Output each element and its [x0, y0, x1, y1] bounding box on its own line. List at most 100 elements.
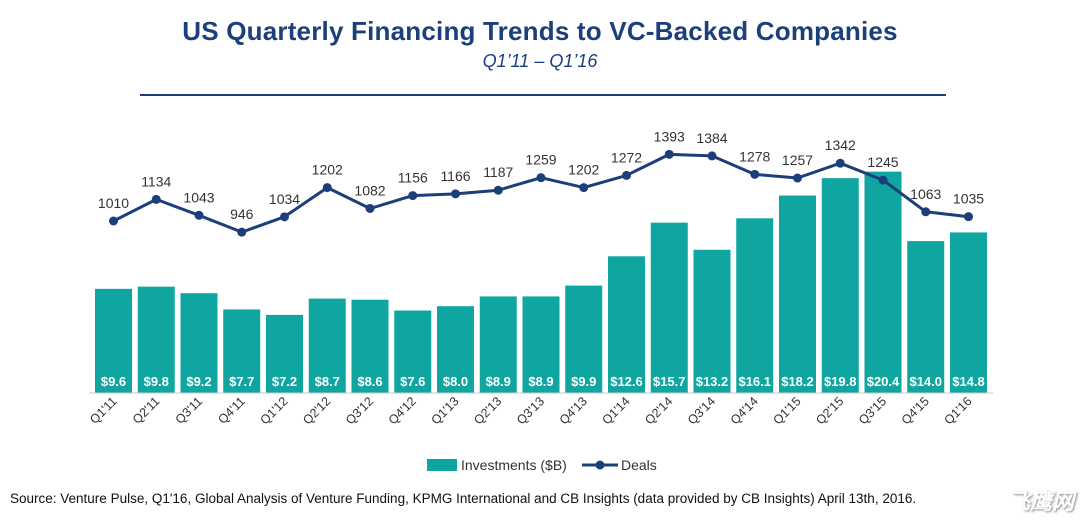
x-tick-label: Q3'12 — [343, 394, 376, 427]
bar-value-label: $9.6 — [101, 374, 126, 389]
deals-value-label: 1010 — [98, 195, 129, 211]
deals-point — [835, 158, 845, 168]
deals-value-label: 1257 — [782, 152, 813, 168]
deals-value-label: 1393 — [654, 128, 685, 144]
x-tick-label: Q2'12 — [300, 394, 333, 427]
bar-value-label: $16.1 — [738, 374, 771, 389]
deals-value-label: 1156 — [398, 170, 428, 186]
x-tick-label: Q1'13 — [428, 394, 461, 427]
x-tick-label: Q1'11 — [87, 394, 120, 427]
x-tick-label: Q2'11 — [130, 394, 163, 427]
financing-chart: $9.6 $9.8 $9.2 $7.7 $7.2 $8.7 $8.6 $7.6 $8.0 $8.9… — [87, 128, 993, 473]
bar-value-label: $15.7 — [653, 374, 686, 389]
bar-investment-6 — [351, 299, 389, 393]
deals-value-label: 1202 — [568, 162, 599, 178]
deals-value-label: 1166 — [440, 168, 470, 184]
bar-investment-8 — [437, 306, 474, 393]
bar-investment-11 — [565, 285, 603, 393]
x-tick-label: Q2'13 — [471, 394, 504, 427]
bar-value-label: $9.8 — [144, 374, 169, 389]
bar-investment-20 — [950, 232, 987, 393]
deals-point — [793, 173, 802, 183]
deals-point — [322, 183, 332, 193]
deals-value-label: 1342 — [825, 137, 856, 153]
x-tick-label: Q3'13 — [514, 394, 547, 427]
deals-point — [451, 189, 460, 199]
deals-point — [280, 212, 289, 222]
bar-investment-2 — [180, 293, 218, 393]
bar-investment-0 — [95, 288, 132, 393]
deals-point — [194, 210, 204, 220]
deals-value-label: 1035 — [953, 191, 984, 207]
bar-investment-13 — [650, 222, 688, 393]
bar-investment-12 — [608, 256, 645, 393]
bar-value-label: $14.0 — [909, 374, 942, 389]
bar-value-label: $8.9 — [486, 374, 511, 389]
deals-point — [365, 203, 375, 213]
deals-point — [878, 175, 888, 185]
bar-investment-17 — [821, 178, 859, 393]
deals-point — [707, 151, 717, 161]
x-tick-label: Q2'14 — [642, 394, 675, 427]
x-tick-label: Q3'11 — [173, 394, 206, 427]
deals-value-label: 1063 — [910, 186, 941, 202]
bar-value-label: $8.6 — [357, 374, 382, 389]
deals-point — [109, 216, 118, 226]
bar-value-label: $7.6 — [400, 374, 425, 389]
bar-investment-7 — [394, 310, 432, 393]
deals-point — [408, 191, 418, 201]
bar-investment-18 — [864, 171, 902, 393]
bar-value-label: $20.4 — [867, 374, 900, 389]
watermark-logo: 飞鹰网 — [1007, 490, 1074, 515]
x-tick-label: Q3'15 — [856, 394, 889, 427]
bar-value-label: $9.2 — [186, 374, 211, 389]
bar-value-label: $7.2 — [272, 374, 297, 389]
bar-investment-1 — [137, 286, 175, 393]
x-tick-label: Q4'13 — [557, 394, 590, 427]
deals-value-label: 1245 — [867, 154, 898, 170]
deals-point — [151, 194, 161, 204]
legend-investments-swatch — [427, 459, 457, 471]
deals-value-label: 1259 — [525, 152, 556, 168]
x-tick-label: Q4'15 — [899, 394, 932, 427]
x-tick-label: Q2'15 — [813, 394, 846, 427]
bar-investment-5 — [308, 298, 346, 393]
bar-value-label: $8.0 — [443, 374, 468, 389]
deals-value-label: 946 — [230, 206, 254, 222]
chart-subtitle: Q1’11 – Q1’16 — [482, 51, 598, 71]
bar-value-label: $8.7 — [315, 374, 340, 389]
chart-title: US Quarterly Financing Trends to VC-Back… — [182, 16, 898, 46]
source-note: Source: Venture Pulse, Q1'16, Global Ana… — [10, 491, 917, 506]
deals-value-label: 1082 — [354, 182, 385, 198]
legend-investments-label: Investments ($B) — [461, 457, 567, 473]
bar-value-label: $9.9 — [571, 374, 596, 389]
deals-value-label: 1134 — [141, 173, 171, 189]
x-tick-label: Q1'16 — [941, 394, 974, 427]
bar-value-label: $8.9 — [528, 374, 553, 389]
bar-value-label: $14.8 — [952, 374, 985, 389]
deals-value-label: 1278 — [739, 148, 770, 164]
bar-value-label: $18.2 — [781, 374, 814, 389]
deals-point — [493, 185, 503, 195]
x-tick-label: Q1'12 — [257, 394, 290, 427]
bar-value-label: $13.2 — [696, 374, 729, 389]
deals-value-label: 1034 — [269, 191, 300, 207]
deals-value-label: 1043 — [183, 189, 214, 205]
deals-point — [579, 183, 589, 193]
x-tick-label: Q3'14 — [685, 394, 718, 427]
bar-investment-9 — [479, 296, 517, 393]
deals-point — [237, 227, 247, 237]
x-tick-label: Q4'11 — [215, 394, 248, 427]
bar-value-label: $7.7 — [229, 374, 254, 389]
x-tick-label: Q4'12 — [386, 394, 419, 427]
deals-point — [750, 169, 760, 179]
bar-investment-14 — [693, 249, 731, 393]
deals-value-label: 1272 — [611, 149, 642, 165]
deals-point — [964, 212, 973, 222]
deals-point — [921, 207, 931, 217]
bar-value-label: $19.8 — [824, 374, 857, 389]
bar-investment-16 — [779, 195, 816, 393]
deals-value-label: 1187 — [483, 164, 513, 180]
title-divider — [140, 94, 946, 96]
x-tick-label: Q1'15 — [770, 394, 803, 427]
